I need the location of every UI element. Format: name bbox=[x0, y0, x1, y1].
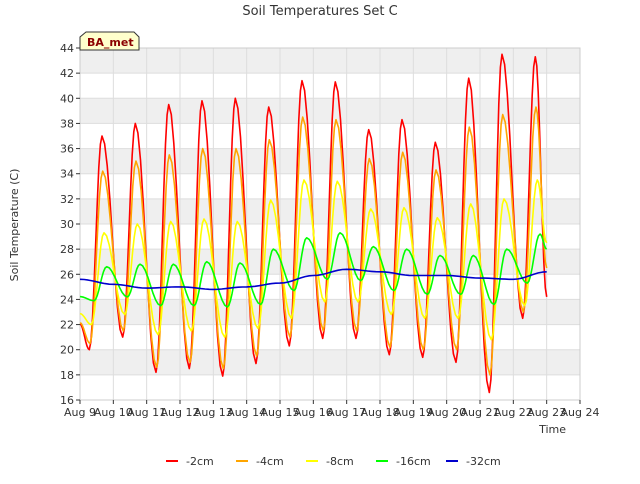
x-tick-label: Aug 16 bbox=[294, 406, 333, 419]
y-tick-label: 40 bbox=[60, 92, 74, 105]
series-line-minus-16cm bbox=[79, 232, 548, 308]
legend-label-minus-2cm: -2cm bbox=[186, 455, 214, 468]
chart-title: Soil Temperatures Set C bbox=[242, 4, 397, 19]
x-tick-label: Aug 22 bbox=[494, 406, 533, 419]
y-tick-label: 22 bbox=[60, 319, 74, 332]
y-tick-label: 28 bbox=[60, 243, 74, 256]
site-badge-label: BA_met bbox=[87, 36, 134, 49]
x-tick-label: Aug 17 bbox=[327, 406, 366, 419]
x-axis-label: Time bbox=[538, 423, 566, 436]
x-tick-label: Aug 21 bbox=[461, 406, 500, 419]
x-tick-label: Aug 9 bbox=[64, 406, 96, 419]
y-tick-label: 36 bbox=[60, 143, 74, 156]
y-tick-label: 26 bbox=[60, 268, 74, 281]
series-line-minus-8cm bbox=[79, 179, 548, 341]
y-tick-label: 44 bbox=[60, 42, 74, 55]
y-tick-label: 38 bbox=[60, 117, 74, 130]
legend-label-minus-32cm: -32cm bbox=[466, 455, 501, 468]
grid-band bbox=[80, 98, 580, 124]
site-badge-box bbox=[79, 31, 140, 51]
x-tick-label: Aug 14 bbox=[227, 406, 266, 419]
x-tick-label: Aug 19 bbox=[394, 406, 433, 419]
x-tick-label: Aug 12 bbox=[161, 406, 200, 419]
legend-label-minus-4cm: -4cm bbox=[256, 455, 284, 468]
y-tick-label: 30 bbox=[60, 218, 74, 231]
series-line-minus-32cm bbox=[79, 268, 547, 291]
legend-label-minus-16cm: -16cm bbox=[396, 455, 431, 468]
y-tick-label: 32 bbox=[60, 193, 74, 206]
x-tick-label: Aug 15 bbox=[261, 406, 300, 419]
site-badge: BA_met bbox=[79, 31, 140, 51]
x-tick-label: Aug 24 bbox=[561, 406, 600, 419]
legend-label-minus-8cm: -8cm bbox=[326, 455, 354, 468]
y-axis-label: Soil Temperature (C) bbox=[8, 169, 21, 282]
grid-band bbox=[80, 48, 580, 74]
x-tick-label: Aug 23 bbox=[527, 406, 566, 419]
y-tick-label: 42 bbox=[60, 67, 74, 80]
x-tick-label: Aug 20 bbox=[427, 406, 466, 419]
legend: -2cm -4cm -8cm -16cm -32cm bbox=[166, 455, 501, 468]
y-tick-label: 20 bbox=[60, 344, 74, 357]
series-lines bbox=[79, 53, 548, 394]
y-axis-ticks: 16 18 20 22 24 26 28 30 32 34 36 38 40 42 44 bbox=[60, 42, 80, 407]
y-tick-label: 34 bbox=[60, 168, 74, 181]
x-tick-label: Aug 18 bbox=[361, 406, 400, 419]
x-tick-label: Aug 13 bbox=[194, 406, 233, 419]
y-tick-label: 24 bbox=[60, 293, 74, 306]
grid-band bbox=[80, 349, 580, 375]
y-tick-label: 18 bbox=[60, 369, 74, 382]
y-tick-label: 16 bbox=[60, 394, 74, 407]
grid-band bbox=[80, 299, 580, 325]
x-tick-label: Aug 11 bbox=[127, 406, 166, 419]
x-tick-label: Aug 10 bbox=[94, 406, 133, 419]
